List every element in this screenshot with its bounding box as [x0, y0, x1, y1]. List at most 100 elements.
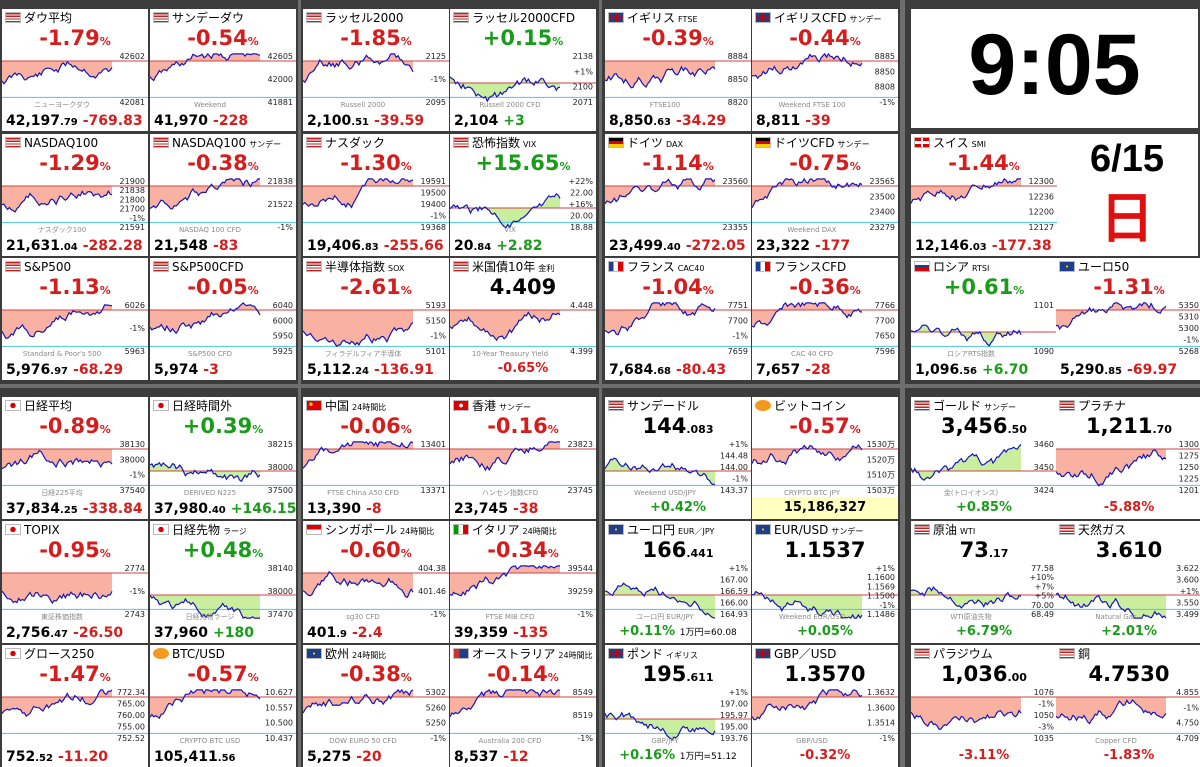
tile-germany-cfd[interactable]: ドイツCFD サンデー -0.75% 23565 23500 23400 23279 Week…: [752, 134, 898, 256]
percent-value: -1.29: [39, 151, 100, 175]
chart-level-label: +1%: [1180, 587, 1200, 596]
chart-line: [605, 65, 716, 89]
tile-china[interactable]: 中国 24時間比 -0.06% 13401 13371 FTSE China A50 CF…: [303, 397, 449, 519]
tile-nasdaq[interactable]: ナスダック -1.30% 19591 19500 19400 -1% 19368 19,406…: [303, 134, 449, 256]
chart-level-label: 4.448: [570, 301, 593, 310]
chart-area: [1056, 302, 1166, 329]
tile-natgas[interactable]: 天然ガス 3.610 3.622 3.600 +1% 3.550 3.499 Natural …: [1056, 521, 1200, 643]
chart-line: [1056, 449, 1167, 487]
tile-eurjpy[interactable]: ユーロ円 EUR／JPY 166.441 +1% 167.00 166.59 166.00 1…: [605, 521, 751, 643]
tile-nikkei-futures[interactable]: 日経先物 ラージ +0.48% 38140 38000 37470 日経先物ラージ 37,96…: [150, 521, 296, 643]
tile-australia[interactable]: オーストラリア 24時間比 -0.14% 8549 8519 -1% Australia 2…: [450, 645, 596, 767]
change-value: -39: [805, 113, 831, 129]
chart-watermark: Copper CFD: [1095, 737, 1137, 745]
flag-btc-icon: [153, 648, 169, 659]
percent-unit: %: [559, 160, 571, 173]
chart-level-label: 6040: [273, 301, 293, 310]
tile-topix[interactable]: TOPIX -0.95% 2774 -1% 2743 東証株価指数 2,756.47 -26.…: [2, 521, 148, 643]
chart-watermark: Weekend FTSE 100: [779, 101, 846, 109]
tile-sp500-cfd[interactable]: S&P500CFD -0.05% 6040 6000 5950 5925 S&P500 CF…: [150, 258, 296, 380]
tile-percent: +0.61%: [911, 275, 1057, 303]
tile-btcusd[interactable]: BTC/USD -0.57% 10.627 10.557 10.500 10.437 CRY…: [150, 645, 296, 767]
tile-uk-cfd[interactable]: イギリスCFD サンデー -0.44% 8885 8850 8808 -1% Weekend …: [752, 9, 898, 131]
chart-line: [450, 441, 560, 472]
tile-us10y[interactable]: 米国債10年 金利 4.409 4.448 4.399 10-Year Treasury …: [450, 258, 596, 380]
tile-name: NASDAQ100: [2, 134, 148, 152]
tile-france[interactable]: フランス CAC40 -1.04% 7751 7700 -1% 7659 7,684.68 -8…: [605, 258, 751, 380]
tile-price: 195.611: [605, 662, 751, 690]
price-main: 3.610: [1095, 538, 1163, 562]
tile-france-cfd[interactable]: フランスCFD -0.36% 7766 7700 7650 7596 CAC 40 CFD 7…: [752, 258, 898, 380]
chart-line: [752, 688, 863, 721]
flag-us-icon: [5, 261, 21, 272]
tile-gold[interactable]: ゴールド サンデー 3,456.50 3460 3450 3424 金(トロイオンス) +0.…: [911, 397, 1057, 519]
tile-hongkong[interactable]: 香港 サンデー -0.16% 23823 23745 ハンセン指数CFD 23,745 -38: [450, 397, 596, 519]
flag-us-icon: [153, 137, 169, 148]
tile-copper[interactable]: 銅 4.7530 4.855 -1% 4.750 4.709 Copper CFD -1.83…: [1056, 645, 1200, 767]
chart-line: [303, 53, 414, 84]
tile-swiss[interactable]: スイス SMI -1.44% 12300 12236 12200 12127 12,146.0…: [911, 134, 1057, 256]
chart-line: [303, 570, 414, 599]
tile-russia[interactable]: ロシア RTSI +0.61% 1101 1090 ロシアRTS指数 1,096.56 +6.…: [911, 258, 1057, 380]
tile-germany[interactable]: ドイツ DAX -1.14% 23560 23355 23,499.40 -272.05: [605, 134, 751, 256]
tile-name: S&P500CFD: [150, 258, 296, 276]
tile-name-label: ゴールド: [933, 399, 982, 413]
percent-unit: %: [99, 423, 111, 436]
flag-us-icon: [914, 400, 930, 411]
tile-crude[interactable]: 原油 WTI 73.17 77.58 +10% +7% +5% 70.00 68.49 WTI原油…: [911, 521, 1057, 643]
price-decimal: .40: [208, 505, 226, 516]
chart-area: [450, 689, 560, 717]
change-value: -177: [815, 238, 851, 254]
tile-bitcoin[interactable]: ビットコイン -0.57% 1530万 1520万 1510万 1503万 CRYPTO B…: [752, 397, 898, 519]
chart-level-label: +7%: [1035, 582, 1055, 591]
change-value: -80.43: [676, 362, 727, 378]
price-main: 5,974: [154, 362, 199, 378]
tile-sox[interactable]: 半導体指数 SOX -2.61% 5193 5150 -1% 5101 フィラデルフィア半導体…: [303, 258, 449, 380]
tile-nikkei[interactable]: 日経平均 -0.89% 38130 38000 -1% 37540 日経225平均 37,83…: [2, 397, 148, 519]
tile-price: 8,850.63 -34.29: [609, 113, 726, 129]
tile-vix[interactable]: 恐怖指数 VIX +15.65% +22% 22.00 +16% 20.00 18.88 VIX…: [450, 134, 596, 256]
tile-chart: 13401 13371 FTSE China A50 CFD: [303, 440, 449, 497]
tile-name-sub: 24時間比: [522, 527, 557, 536]
percent-value: -1.04: [642, 275, 703, 299]
tile-russell2000-cfd[interactable]: ラッセル2000CFD +0.15% 2138 +1% 2100 2071 Russell …: [450, 9, 596, 131]
tile-eurusd[interactable]: EUR/USD サンデー 1.1537 +1% 1.1600 1.1569 1.1500 -1…: [752, 521, 898, 643]
tile-euro50[interactable]: ユーロ50 -1.31% 5350 5310 5300 -1% 5268 5,290.85 -6…: [1056, 258, 1200, 380]
tile-nasdaq100[interactable]: NASDAQ100 -1.29% 21900 21838 21800 21700 -1% 21…: [2, 134, 148, 256]
tile-name-label: ユーロ円: [627, 523, 676, 537]
tile-change: -3.11%: [911, 748, 1057, 763]
tile-name: ダウ平均: [2, 9, 148, 27]
tile-europe[interactable]: 欧州 24時間比 -0.38% 5302 5260 5250 -1% DOW EURO 50 …: [303, 645, 449, 767]
tile-uk[interactable]: イギリス FTSE -0.39% 8884 8850 8820 FTSE100 8,850.6…: [605, 9, 751, 131]
tile-sp500[interactable]: S&P500 -1.13% 6026 -1% 5963 Standard & Poor's…: [2, 258, 148, 380]
tile-nikkei-after[interactable]: 日経時間外 +0.39% 38215 38000 37500 DERIVED N225 37…: [150, 397, 296, 519]
chart-level-label: 8820: [728, 98, 748, 107]
tile-growth250[interactable]: グロース250 -1.47% 772.34 765.00 760.00 755.00 752…: [2, 645, 148, 767]
change-value: -34.29: [676, 113, 727, 129]
tile-name: 銅: [1056, 645, 1200, 663]
tile-italy[interactable]: イタリア 24時間比 -0.34% 39544 39259 -1% FTSE MIB CFD…: [450, 521, 596, 643]
price-decimal: .56: [959, 366, 978, 377]
tile-platinum[interactable]: プラチナ 1,211.70 1300 1275 1250 1225 1201 -5.88%: [1056, 397, 1200, 519]
tile-gbpusd[interactable]: GBP／USD 1.3570 1.3632 1.3600 1.3514 -1% GBP/US…: [752, 645, 898, 767]
tile-palladium[interactable]: パラジウム 1,036.00 1076 -1% 1050 -3% 1035 -3.11%: [911, 645, 1057, 767]
tile-name: NASDAQ100 サンデー: [150, 134, 296, 152]
tile-sunday-dow[interactable]: サンデーダウ -0.54% 42605 42000 41881 Weekend 41,970…: [150, 9, 296, 131]
flag-uk-icon: [608, 12, 624, 23]
change-value: +0.05%: [797, 624, 853, 639]
tile-sunday-dollar[interactable]: サンデードル 144.083 +1% 144.48 144.00 -1% 143.37 Wee…: [605, 397, 751, 519]
chart-line: [605, 457, 716, 486]
tile-price: 15,186,327: [783, 500, 867, 515]
flag-us-icon: [153, 12, 169, 23]
tile-name-label: シンガポール: [325, 523, 398, 537]
chart-level-label: 70.00: [1031, 601, 1054, 610]
tile-gbpjpy[interactable]: ポンド イギリス 195.611 +1% 197.00 195.97 195.00 193.7…: [605, 645, 751, 767]
percent-unit: %: [99, 547, 111, 560]
chart-level-label: 21838: [268, 177, 293, 186]
tile-dow[interactable]: ダウ平均 -1.79% 42602 42081 ニューヨークダウ 42,197.79 -76…: [2, 9, 148, 131]
tile-singapore[interactable]: シンガポール 24時間比 -0.60% 404.38 401.46 -1% sg30 CFD…: [303, 521, 449, 643]
tile-russell2000[interactable]: ラッセル2000 -1.85% 2125 -1% 2095 Russell 2000 2,1…: [303, 9, 449, 131]
price-main: 42,197: [6, 113, 61, 129]
tile-nasdaq100-sunday[interactable]: NASDAQ100 サンデー -0.38% 21838 21522 -1% NASDAQ 1…: [150, 134, 296, 256]
